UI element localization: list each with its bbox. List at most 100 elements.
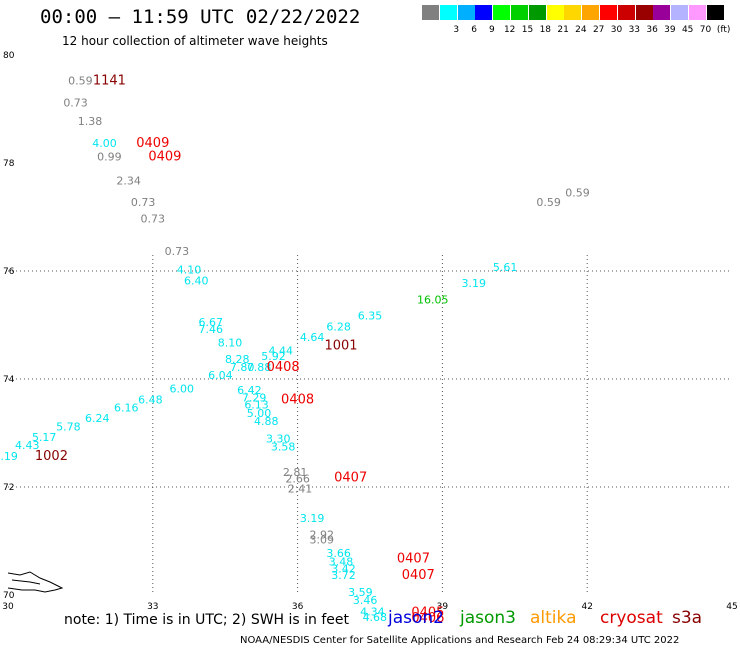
wave-height-label: 4.00 xyxy=(92,137,117,150)
y-tick-label: 72 xyxy=(3,483,14,493)
legend-swatch xyxy=(706,5,724,20)
wave-height-label: 4.10 xyxy=(177,264,202,277)
wave-height-label: 6.40 xyxy=(184,275,209,288)
wave-height-label: 0.73 xyxy=(63,96,88,109)
wave-height-label: 2.66 xyxy=(285,473,310,486)
wave-height-label: 1.38 xyxy=(78,115,103,128)
wave-height-label: 6.42 xyxy=(237,384,262,397)
x-tick-label: 30 xyxy=(2,602,14,612)
footer-credit: NOAA/NESDIS Center for Satellite Applica… xyxy=(240,635,680,646)
wave-height-label: 3.58 xyxy=(271,440,296,453)
wave-height-label: 6.13 xyxy=(244,399,269,412)
wave-height-label: 5.17 xyxy=(32,431,57,444)
wave-height-label: 3.19 xyxy=(462,277,487,290)
wave-height-label: 3.72 xyxy=(331,569,356,582)
legend-swatch xyxy=(671,5,689,20)
wave-height-label: 0.59 xyxy=(68,75,93,88)
wave-height-label: 7.46 xyxy=(198,323,223,336)
time-label: 0409 xyxy=(148,149,181,164)
legend-label: 27 xyxy=(592,25,605,35)
wave-height-label: 6.00 xyxy=(170,383,195,396)
time-label: 0407 xyxy=(397,552,430,567)
time-label: 0407 xyxy=(402,568,435,583)
wave-height-label: 2.81 xyxy=(283,466,308,479)
wave-height-label: 0.59 xyxy=(565,186,590,199)
coastline xyxy=(7,571,64,593)
legend-swatch xyxy=(493,5,511,20)
legend-label: 3 xyxy=(453,25,460,35)
legend-swatch xyxy=(689,5,706,20)
wave-height-label: 4.43 xyxy=(15,439,40,452)
wave-height-label: 8.10 xyxy=(218,337,243,350)
legend-swatch xyxy=(600,5,617,20)
y-tick-label: 80 xyxy=(3,51,15,61)
wave-height-label: 7.29 xyxy=(242,392,267,405)
chart-title: 00:00 – 11:59 UTC 02/22/2022 xyxy=(40,6,361,28)
wave-height-label: 6.48 xyxy=(138,393,163,406)
y-tick-label: 78 xyxy=(3,159,15,169)
legend-swatch xyxy=(653,5,671,20)
wave-height-label: 6.16 xyxy=(114,401,139,414)
wave-height-label: 16.05 xyxy=(417,293,449,306)
legend-swatch xyxy=(511,5,528,20)
legend-swatch xyxy=(546,5,564,20)
wave-height-label: 3.46 xyxy=(353,594,378,607)
wave-height-label: 3.59 xyxy=(348,586,373,599)
time-label: 0406 xyxy=(411,611,444,626)
legend-label: 36 xyxy=(646,25,658,35)
wave-height-label: 3.19 xyxy=(300,512,325,525)
wave-height-label: 4.44 xyxy=(268,345,293,358)
y-tick-label: 74 xyxy=(3,375,15,385)
time-label: 0405 xyxy=(411,606,444,621)
wave-height-label: 6.24 xyxy=(85,412,110,425)
chart-subtitle: 12 hour collection of altimeter wave hei… xyxy=(62,34,328,48)
wave-height-label: 5.92 xyxy=(261,350,286,363)
wave-height-label: 6.28 xyxy=(326,320,351,333)
legend-unit: (ft) xyxy=(716,25,731,35)
time-label: 0407 xyxy=(334,471,367,486)
legend-swatch xyxy=(635,5,653,20)
x-tick-label: 45 xyxy=(726,602,737,612)
legend-label: 9 xyxy=(489,25,495,35)
legend-swatch xyxy=(564,5,582,20)
satellite-label-jason3: jason3 xyxy=(460,608,516,628)
wave-height-label: 5.19 xyxy=(0,450,18,463)
y-tick-label: 70 xyxy=(3,591,15,601)
wave-height-label: 5.78 xyxy=(56,420,81,433)
x-tick-label: 39 xyxy=(437,602,449,612)
legend-label: 39 xyxy=(664,25,676,35)
wave-height-label: 0.99 xyxy=(97,150,122,163)
legend-label: 70 xyxy=(699,25,712,35)
wave-height-label: 4.68 xyxy=(363,611,388,624)
wave-height-label: 2.34 xyxy=(116,175,141,188)
wave-height-label: 4.34 xyxy=(360,606,385,619)
legend-swatch xyxy=(422,5,439,20)
wave-height-label: 7.80 xyxy=(230,361,255,374)
note-text: note: 1) Time is in UTC; 2) SWH is in fe… xyxy=(64,612,350,628)
time-label: 0409 xyxy=(136,136,169,151)
legend-swatch xyxy=(475,5,493,20)
wave-height-label: 0.73 xyxy=(141,212,166,225)
legend-label: 15 xyxy=(521,25,534,35)
y-tick-label: 76 xyxy=(3,267,15,277)
wave-height-label: 0.59 xyxy=(536,196,561,209)
time-label: 1141 xyxy=(93,74,126,89)
legend-swatch xyxy=(617,5,635,20)
x-tick-label: 36 xyxy=(292,602,304,612)
wave-height-label: 3.66 xyxy=(326,547,351,560)
legend-label: 24 xyxy=(575,25,587,35)
wave-height-label: 4.64 xyxy=(300,331,325,344)
time-label: 0408 xyxy=(267,360,300,375)
wave-height-label: 3.30 xyxy=(266,433,291,446)
wave-height-label: 8.28 xyxy=(225,353,250,366)
legend-swatch xyxy=(582,5,600,20)
wave-height-label: 6.04 xyxy=(208,369,233,382)
time-label: 1001 xyxy=(324,338,357,353)
legend-label: 21 xyxy=(557,25,569,35)
legend-label: 18 xyxy=(539,25,552,35)
wave-height-label: 7.88 xyxy=(247,361,272,374)
wave-height-label: 0.73 xyxy=(131,196,156,209)
time-label: 1002 xyxy=(35,449,68,464)
